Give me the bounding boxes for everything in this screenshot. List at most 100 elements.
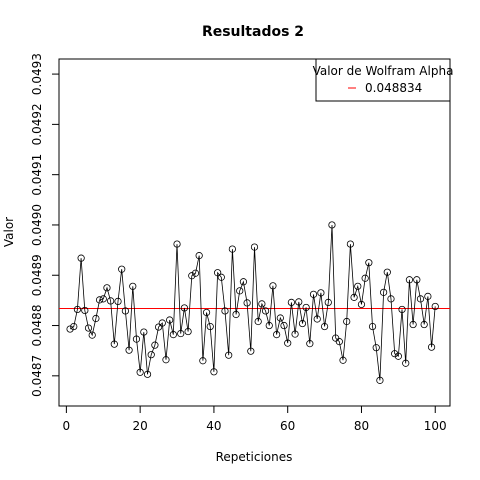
data-point — [92, 314, 100, 323]
data-point — [239, 278, 248, 286]
data-point — [376, 376, 384, 384]
data-point — [77, 254, 85, 262]
data-point — [147, 351, 155, 359]
data-point — [103, 284, 111, 292]
series-line — [69, 224, 436, 381]
data-point — [184, 327, 192, 336]
data-point — [232, 310, 240, 319]
data-point — [95, 296, 104, 304]
y-tick-label: 0.0487 — [30, 355, 44, 397]
data-point — [372, 344, 380, 352]
x-tick-label: 100 — [424, 419, 447, 433]
y-tick-label: 0.0489 — [30, 254, 44, 296]
data-point — [346, 240, 355, 248]
data-point — [391, 350, 399, 358]
data-point — [81, 306, 89, 315]
data-point — [269, 282, 277, 290]
data-point — [166, 316, 174, 324]
data-point — [328, 221, 336, 229]
y-tick-label: 0.0490 — [30, 204, 44, 246]
data-point — [320, 322, 329, 331]
data-point — [125, 346, 133, 354]
data-point — [84, 324, 93, 332]
data-point — [151, 341, 159, 349]
data-point — [154, 323, 163, 331]
data-point — [413, 276, 421, 284]
legend: Valor de Wolfram Alpha 0.048834 — [313, 58, 454, 102]
y-tick-label: 0.0488 — [30, 305, 44, 347]
data-point — [394, 352, 402, 360]
data-point — [261, 307, 270, 315]
data-point — [420, 320, 428, 329]
data-point — [114, 297, 122, 305]
chart-title: Resultados 2 — [202, 24, 304, 40]
data-point — [173, 240, 181, 248]
data-point — [107, 297, 115, 305]
data-point — [431, 302, 439, 311]
data-point — [88, 331, 96, 339]
data-point — [254, 317, 262, 326]
data-point — [280, 321, 288, 330]
data-point — [287, 298, 295, 307]
data-point — [247, 347, 255, 355]
data-point — [339, 356, 347, 364]
data-point — [110, 340, 118, 348]
data-point — [265, 321, 273, 330]
y-axis-label: Valor — [2, 217, 16, 247]
data-point — [368, 322, 377, 331]
data-point — [302, 303, 310, 312]
data-point — [228, 245, 236, 253]
data-point — [250, 243, 259, 251]
data-point — [383, 268, 391, 276]
data-point — [424, 292, 432, 300]
data-point — [140, 328, 148, 336]
x-tick-label: 40 — [206, 419, 221, 433]
data-point — [276, 314, 284, 322]
x-tick-label: 80 — [354, 419, 369, 433]
data-point — [236, 287, 244, 295]
data-point — [99, 295, 107, 303]
data-point — [387, 295, 395, 303]
data-point — [380, 288, 388, 296]
y-axis: 0.0487 0.0488 0.0489 0.0490 0.0491 0.0492 0.04… — [30, 53, 60, 397]
data-point — [177, 329, 185, 338]
data-point — [129, 282, 137, 290]
data-point — [365, 259, 373, 267]
data-point — [284, 339, 292, 347]
x-axis: 0 20 40 60 80 100 — [63, 405, 447, 433]
data-point — [291, 330, 299, 338]
data-point — [361, 274, 369, 282]
data-point — [191, 269, 200, 277]
data-point — [354, 282, 362, 290]
data-point — [357, 300, 366, 309]
data-point — [324, 298, 332, 307]
data-point — [199, 357, 207, 365]
data-point — [402, 359, 410, 367]
legend-entry-label: 0.048834 — [365, 81, 422, 95]
data-point — [188, 272, 196, 280]
x-axis-label: Repeticiones — [216, 450, 293, 464]
data-point — [416, 295, 425, 303]
data-point — [162, 356, 170, 364]
data-point — [180, 304, 189, 312]
x-tick-label: 20 — [133, 419, 148, 433]
data-point — [195, 252, 203, 260]
data-point — [335, 338, 343, 346]
data-point — [217, 273, 225, 281]
data-point — [214, 269, 222, 277]
data-point — [350, 293, 358, 301]
data-point — [405, 276, 414, 284]
data-point — [427, 343, 436, 351]
legend-title: Valor de Wolfram Alpha — [313, 64, 454, 78]
data-point — [309, 290, 318, 298]
y-tick-label: 0.0493 — [30, 53, 44, 95]
data-point — [343, 317, 351, 326]
data-point — [118, 265, 126, 273]
data-point — [258, 300, 266, 308]
data-point — [202, 308, 211, 317]
data-point — [221, 307, 229, 315]
data-point — [295, 298, 303, 306]
data-point — [243, 299, 251, 307]
data-point — [121, 307, 129, 315]
